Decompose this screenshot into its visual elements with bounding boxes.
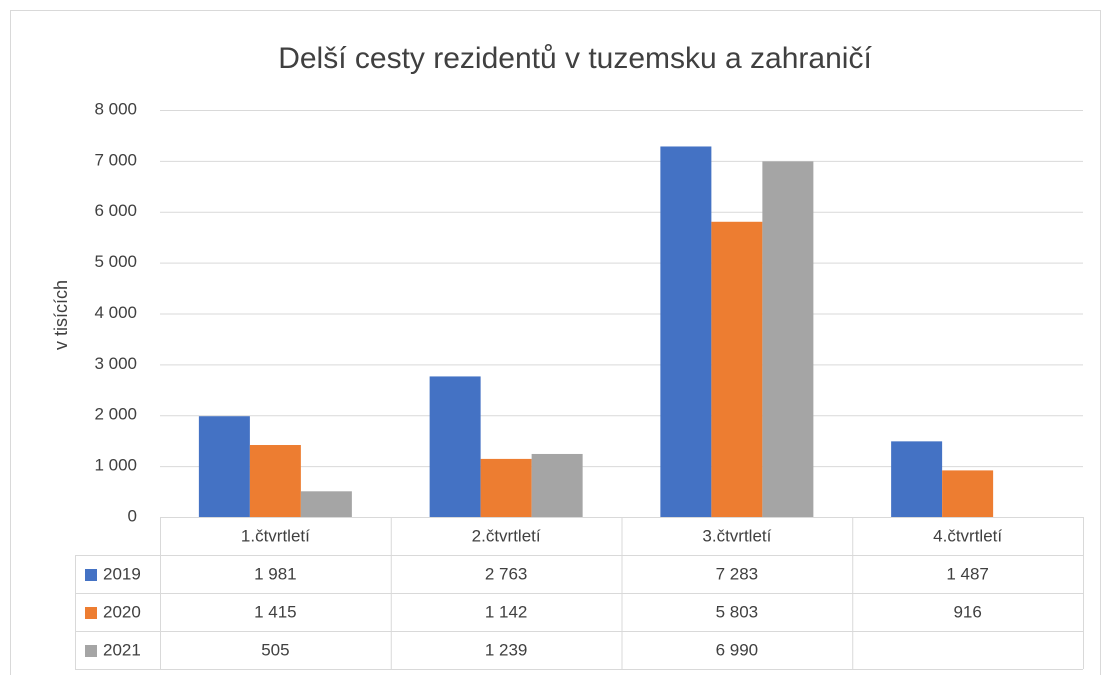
bar	[531, 453, 583, 517]
table-value: 1 487	[946, 564, 989, 583]
table-value: 1 981	[254, 564, 297, 583]
legend-label: 2019	[103, 564, 141, 583]
table-value: 505	[261, 640, 289, 659]
legend-label: 2021	[103, 640, 141, 659]
x-tick-label: 2.čtvrtletí	[472, 526, 541, 545]
legend-swatch	[85, 569, 97, 581]
bar	[891, 441, 943, 517]
legend-swatch	[85, 645, 97, 657]
table-value: 916	[953, 602, 981, 621]
bar	[942, 470, 994, 517]
table-value: 1 239	[485, 640, 528, 659]
table-value: 1 142	[485, 602, 528, 621]
x-tick-label: 1.čtvrtletí	[241, 526, 310, 545]
y-tick-label: 0	[128, 506, 137, 525]
y-tick-label: 1 000	[94, 456, 137, 475]
chart-title: Delší cesty rezidentů v tuzemsku a zahra…	[278, 42, 872, 75]
bar	[198, 416, 250, 517]
bar	[429, 376, 481, 517]
y-tick-label: 5 000	[94, 252, 137, 271]
table-value: 1 415	[254, 602, 297, 621]
table-value: 7 283	[716, 564, 759, 583]
bar	[300, 491, 352, 517]
table-value: 2 763	[485, 564, 528, 583]
y-tick-label: 6 000	[94, 201, 137, 220]
y-tick-label: 3 000	[94, 354, 137, 373]
bar	[762, 161, 814, 518]
legend-swatch	[85, 607, 97, 619]
x-tick-label: 3.čtvrtletí	[702, 526, 771, 545]
table-value: 6 990	[716, 640, 759, 659]
y-tick-label: 4 000	[94, 303, 137, 322]
chart-border	[10, 10, 1101, 675]
y-tick-label: 2 000	[94, 405, 137, 424]
bar	[480, 458, 532, 517]
y-tick-label: 8 000	[94, 99, 137, 118]
y-tick-label: 7 000	[94, 150, 137, 169]
legend-label: 2020	[103, 602, 141, 621]
x-tick-label: 4.čtvrtletí	[933, 526, 1002, 545]
table-value: 5 803	[716, 602, 759, 621]
bar	[249, 445, 301, 517]
bar	[711, 221, 763, 517]
bar	[660, 146, 712, 518]
y-axis-label: v tisících	[51, 280, 71, 350]
